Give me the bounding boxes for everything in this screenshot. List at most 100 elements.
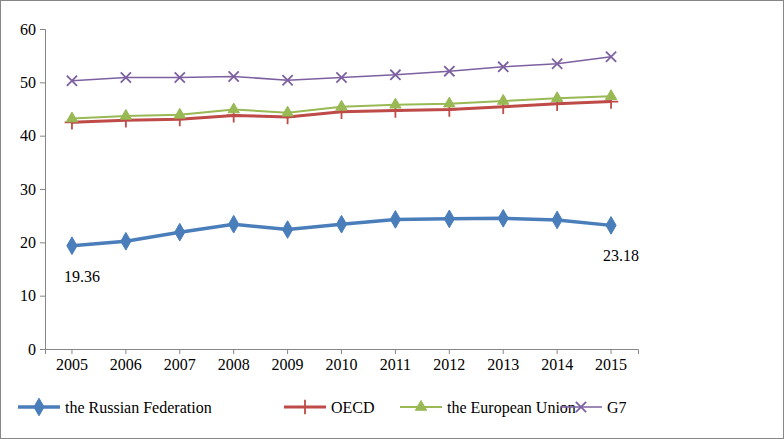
x-tick: 2005 — [56, 349, 88, 373]
y-tick-mark — [40, 189, 45, 190]
x-tick: 2007 — [164, 349, 196, 373]
series-marker — [282, 75, 292, 85]
x-tick-label: 2011 — [380, 356, 411, 373]
legend-label: the European Union — [447, 399, 576, 417]
x-tick-label: 2006 — [110, 356, 142, 373]
series-marker — [498, 94, 509, 104]
series-marker — [552, 211, 562, 229]
x-tick: 2015 — [595, 349, 627, 373]
x-tick-label: 2010 — [326, 356, 358, 373]
x-axis: 2005 2006 2007 2008 2009 2010 2011 2012 2013 2014… — [46, 349, 639, 373]
x-tick-mark — [233, 349, 234, 354]
series-marker — [66, 112, 77, 122]
series-line — [72, 96, 611, 118]
y-tick-mark — [40, 296, 45, 297]
x-tick-label: 2007 — [164, 356, 196, 373]
x-tick: 2006 — [110, 349, 142, 373]
series-marker — [282, 106, 293, 116]
y-tick-mark — [40, 82, 45, 83]
series-marker — [552, 92, 563, 102]
x-axis-line — [46, 350, 639, 355]
legend-item: G7 — [560, 399, 627, 416]
y-tick-label: 20 — [20, 234, 36, 251]
x-tick-mark — [503, 349, 504, 354]
y-tick-label: 30 — [20, 181, 36, 198]
x-tick-label: 2008 — [218, 356, 250, 373]
series-marker — [336, 100, 347, 110]
y-axis-line — [40, 30, 46, 350]
y-tick: 20 — [20, 234, 45, 251]
x-tick-label: 2014 — [541, 356, 573, 373]
x-tick-mark — [611, 349, 612, 354]
series-marker — [552, 59, 562, 69]
series-marker — [390, 98, 401, 108]
legend-label: the Russian Federation — [65, 399, 212, 416]
chart: 0 10 20 30 40 50 60 2005 2006 2007 2008 2009 2010 201… — [0, 0, 784, 439]
legend-marker — [34, 398, 44, 416]
legend-marker — [415, 400, 426, 410]
y-tick-label: 50 — [20, 74, 36, 91]
x-tick: 2011 — [380, 349, 411, 373]
series-marker — [175, 223, 185, 241]
plot-area — [65, 52, 619, 255]
x-tick-mark — [395, 349, 396, 354]
x-tick-label: 2009 — [272, 356, 304, 373]
x-tick: 2012 — [433, 349, 465, 373]
x-tick-mark — [71, 349, 72, 354]
y-tick: 40 — [20, 127, 45, 144]
series-marker — [175, 72, 185, 82]
x-tick: 2014 — [541, 349, 573, 373]
x-tick: 2009 — [272, 349, 304, 373]
y-tick: 10 — [20, 287, 45, 304]
y-tick: 60 — [20, 21, 45, 38]
series-marker — [390, 211, 400, 229]
legend-marker — [576, 402, 586, 412]
series-marker — [174, 108, 185, 118]
series-marker — [67, 76, 77, 86]
series-marker — [229, 215, 239, 233]
legend-item: the Russian Federation — [18, 398, 212, 416]
legend: the Russian Federation OECD the European U… — [18, 398, 627, 417]
legend-item: the European Union — [400, 399, 576, 417]
series-marker — [606, 217, 616, 235]
x-tick-label: 2005 — [56, 356, 88, 373]
y-tick-label: 60 — [20, 21, 36, 38]
legend-label: OECD — [331, 399, 375, 416]
chart-border — [1, 1, 784, 439]
y-tick-mark — [40, 349, 45, 350]
y-tick-label: 0 — [28, 341, 36, 358]
series-marker — [121, 72, 131, 82]
series-marker — [444, 66, 454, 76]
series-marker — [336, 215, 346, 233]
x-tick-mark — [125, 349, 126, 354]
x-tick-mark — [179, 349, 180, 354]
y-tick: 50 — [20, 74, 45, 91]
legend-marker — [298, 400, 312, 414]
x-tick-label: 2013 — [487, 356, 519, 373]
series-marker — [498, 210, 508, 228]
series-marker — [390, 70, 400, 80]
series-marker — [605, 90, 616, 100]
series-marker — [120, 109, 131, 119]
y-tick-mark — [40, 29, 45, 30]
x-tick-mark — [287, 349, 288, 354]
y-tick-mark — [40, 242, 45, 243]
annotation: 23.18 — [603, 247, 639, 264]
series-marker — [67, 237, 77, 255]
y-tick: 0 — [28, 341, 45, 358]
y-tick-label: 10 — [20, 287, 36, 304]
x-tick-label: 2015 — [595, 356, 627, 373]
x-tick-mark — [449, 349, 450, 354]
x-tick-mark — [341, 349, 342, 354]
legend-item: OECD — [284, 399, 375, 416]
x-tick-label: 2012 — [433, 356, 465, 373]
series-marker — [282, 221, 292, 239]
series-marker — [229, 71, 239, 81]
x-tick-mark — [557, 349, 558, 354]
series-marker — [228, 103, 239, 113]
y-tick-label: 40 — [20, 127, 36, 144]
annotation: 19.36 — [64, 268, 100, 285]
x-tick: 2008 — [218, 349, 250, 373]
y-tick-mark — [40, 136, 45, 137]
series-marker — [444, 97, 455, 107]
